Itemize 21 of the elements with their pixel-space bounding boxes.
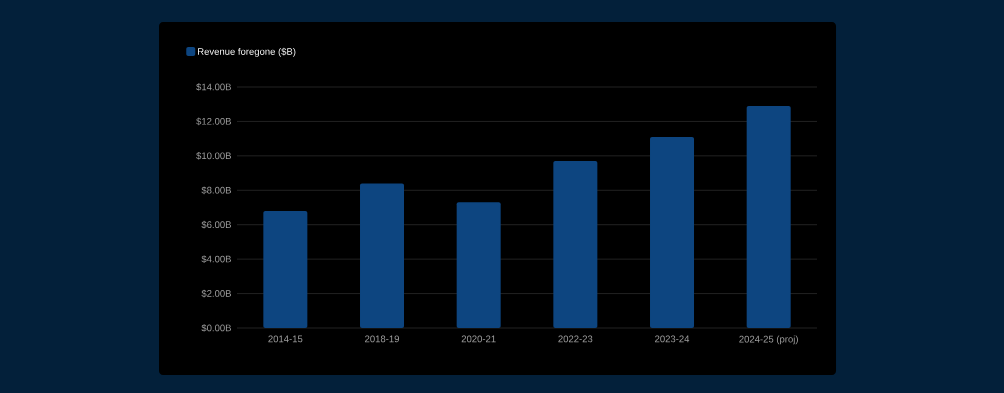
x-tick-label: 2018-19: [365, 335, 399, 343]
x-tick-label: 2024-25 (proj): [739, 335, 798, 345]
x-tick-label: 2022-23: [558, 335, 593, 343]
y-tick-label: $10.00B: [196, 152, 231, 160]
bar: [746, 105, 791, 328]
bar: [360, 183, 405, 328]
y-tick-label: $0.00B: [201, 324, 231, 332]
x-tick-label: 2020-21: [461, 335, 496, 343]
bar: [553, 161, 598, 328]
y-tick-label: $14.00B: [196, 83, 231, 91]
y-tick-label: $12.00B: [196, 117, 231, 126]
y-tick-label: $6.00B: [201, 220, 231, 229]
y-tick-label: $4.00B: [201, 255, 231, 263]
bar: [456, 202, 501, 328]
y-tick-label: $2.00B: [201, 289, 231, 298]
bar: [650, 136, 695, 328]
legend-label: Revenue foregone ($B): [198, 47, 296, 57]
y-tick-label: $8.00B: [201, 186, 231, 195]
bar: [263, 210, 308, 328]
x-tick-label: 2023-24: [655, 335, 690, 343]
x-tick-label: 2014-15: [268, 335, 303, 343]
